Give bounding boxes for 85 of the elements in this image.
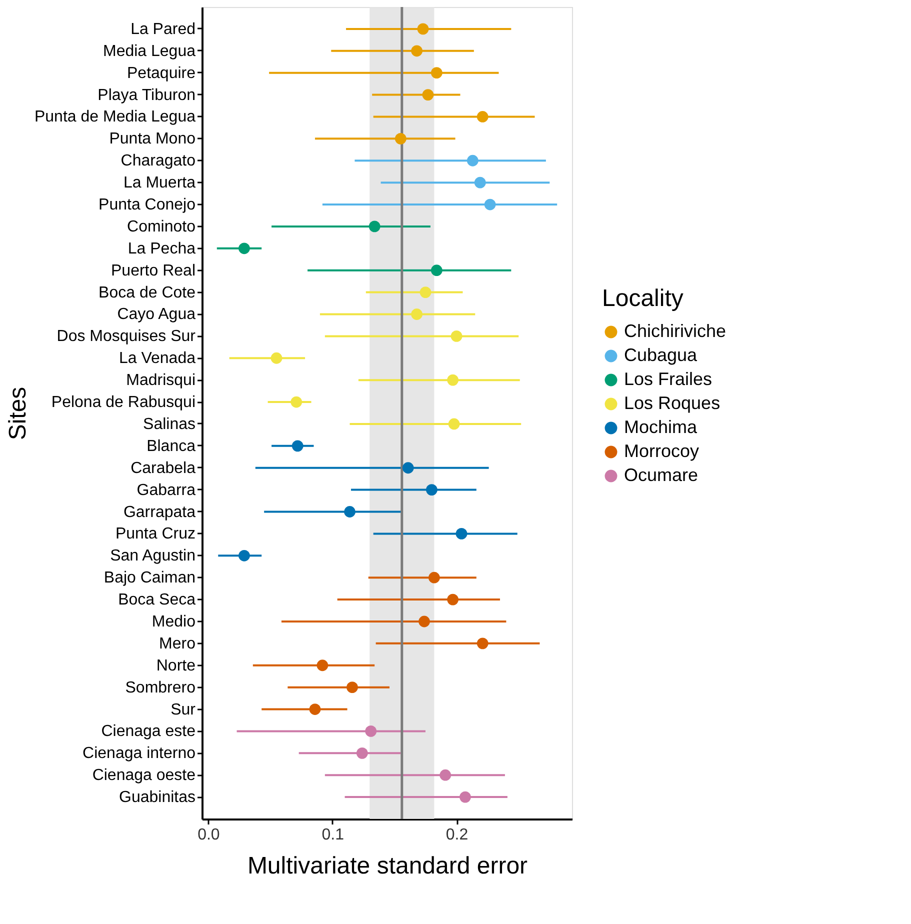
y-tick-label: Madrisqui [126, 372, 196, 390]
legend-label: Los Frailes [624, 369, 712, 389]
y-tick-label: Sombrero [125, 679, 196, 696]
point [411, 308, 422, 320]
y-tick-label: Charagato [120, 152, 196, 170]
y-tick-label: Salinas [143, 416, 196, 433]
point [418, 616, 430, 628]
y-tick-label: Cienaga oeste [92, 767, 196, 784]
y-tick-label: La Muerta [123, 174, 196, 192]
y-tick-label: Pelona de Rabusqui [51, 394, 196, 412]
y-tick-label: Punta Conejo [98, 196, 196, 214]
y-tick-label: Medio [152, 613, 196, 630]
point [474, 176, 486, 188]
point [292, 440, 304, 452]
point [346, 682, 358, 694]
y-tick-label: Mero [159, 635, 196, 652]
y-tick-label: La Pecha [128, 240, 196, 258]
point [430, 264, 442, 276]
y-tick-label: La Pared [130, 20, 196, 38]
legend-label: Los Roques [624, 393, 720, 413]
y-tick-label: Cominoto [127, 218, 196, 236]
point [290, 396, 302, 408]
point [356, 747, 368, 759]
y-tick-label: Boca Seca [118, 592, 196, 609]
y-tick-label: Guabinitas [119, 789, 196, 806]
legend-label: Mochima [624, 417, 698, 437]
point [466, 154, 478, 166]
point [430, 67, 442, 79]
y-tick-label: Puerto Real [111, 262, 196, 280]
point [417, 23, 429, 35]
point [420, 286, 432, 298]
point [394, 132, 406, 144]
y-tick-label: Cienaga interno [82, 745, 196, 762]
x-tick-label: 0.2 [446, 826, 468, 844]
point [476, 638, 488, 650]
y-tick-label: Punta Cruz [115, 526, 196, 543]
point [238, 242, 250, 254]
y-tick-label: Norte [156, 657, 196, 674]
point [450, 330, 462, 342]
point [365, 726, 377, 737]
y-axis-title: Sites [4, 386, 32, 440]
legend-title: Locality [602, 285, 684, 312]
point [426, 484, 438, 496]
point [447, 374, 459, 386]
y-tick-label: Bajo Caiman [104, 570, 196, 587]
y-tick-label: Sur [170, 701, 196, 718]
point [402, 462, 414, 474]
y-tick-label: San Agustin [110, 548, 196, 565]
point [428, 572, 440, 584]
y-tick-label: Cienaga este [101, 723, 196, 740]
legend-label: Chichiriviche [624, 321, 726, 341]
legend-label: Morrocoy [624, 441, 700, 461]
x-tick-label: 0.0 [198, 826, 220, 844]
point [448, 418, 460, 430]
point [484, 198, 496, 210]
point [316, 660, 328, 672]
point [440, 769, 452, 781]
point [368, 220, 380, 232]
y-tick-label: Carabela [130, 460, 196, 477]
y-tick-label: Punta Mono [109, 130, 196, 148]
y-tick-label: Media Legua [102, 42, 196, 60]
y-tick-label: Boca de Cote [98, 284, 196, 302]
x-axis-title: Multivariate standard error [247, 852, 528, 880]
y-tick-label: Punta de Media Legua [34, 108, 196, 126]
point [309, 704, 321, 715]
x-tick-label: 0.1 [322, 826, 344, 844]
legend-label: Cubagua [624, 345, 698, 365]
legend-label: Ocumare [624, 465, 698, 485]
y-tick-label: Gabarra [136, 482, 196, 499]
y-tick-label: Garrapata [123, 504, 196, 521]
y-tick-label: Dos Mosquises Sur [56, 328, 196, 346]
point [270, 352, 282, 364]
y-tick-label: Cayo Agua [117, 306, 196, 324]
y-tick-label: Petaquire [127, 64, 196, 82]
point [238, 550, 250, 562]
point [411, 45, 422, 57]
y-tick-label: La Venada [118, 350, 196, 368]
y-tick-label: Playa Tiburon [98, 86, 196, 104]
y-tick-label: Blanca [146, 438, 196, 455]
point [456, 528, 468, 540]
point [422, 89, 434, 100]
point [476, 111, 488, 122]
point [447, 594, 459, 606]
point [344, 506, 356, 518]
point [460, 791, 471, 803]
